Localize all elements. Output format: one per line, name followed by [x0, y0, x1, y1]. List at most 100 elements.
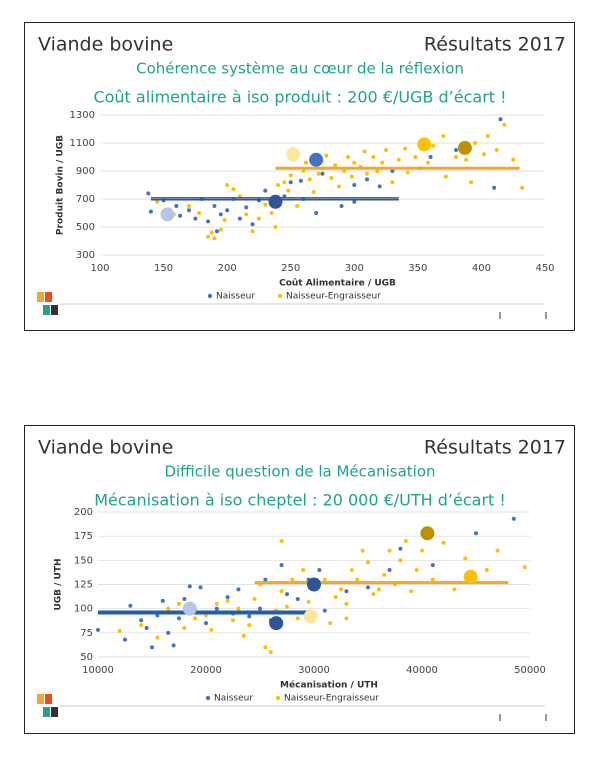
point: [469, 180, 474, 185]
point: [263, 645, 268, 650]
point: [244, 212, 249, 217]
point: [405, 170, 410, 175]
point: [307, 177, 312, 182]
point: [473, 141, 478, 145]
point: [320, 171, 325, 176]
point: [279, 539, 284, 543]
point: [295, 616, 300, 621]
point: [495, 548, 500, 553]
point: [236, 587, 241, 592]
header-right: Résultats 2017: [424, 34, 566, 56]
header-right: Résultats 2017: [424, 437, 566, 459]
point: [403, 539, 408, 543]
point: [285, 592, 289, 597]
point: [464, 157, 469, 162]
x-tick-label: 30000: [298, 665, 330, 676]
mean-point: [307, 577, 321, 592]
point: [247, 614, 252, 619]
point: [362, 149, 367, 154]
point: [314, 211, 319, 215]
point: [333, 595, 338, 600]
point: [443, 174, 448, 179]
point: [178, 213, 183, 218]
point: [365, 177, 369, 182]
point: [316, 171, 321, 176]
point: [485, 134, 490, 138]
point: [355, 577, 360, 582]
point: [214, 606, 219, 611]
mean-point: [463, 569, 478, 584]
x-tick-label: 40000: [406, 665, 438, 676]
point: [166, 606, 171, 611]
y-tick-label: 150: [74, 555, 93, 566]
point: [144, 626, 149, 630]
point: [396, 157, 401, 162]
point: [502, 122, 507, 127]
point: [295, 597, 300, 601]
point: [398, 546, 403, 551]
point: [155, 199, 160, 204]
y-tick-label: 700: [76, 194, 95, 205]
point: [250, 229, 255, 234]
point: [303, 160, 308, 165]
point: [311, 190, 316, 194]
point: [214, 229, 219, 234]
point: [387, 548, 392, 553]
point: [430, 563, 435, 568]
point: [344, 589, 349, 594]
point: [441, 134, 446, 138]
x-tick-label: 100: [90, 263, 109, 274]
point: [365, 171, 369, 176]
point: [209, 627, 214, 632]
point: [218, 212, 223, 217]
mean-point: [457, 140, 472, 155]
x-tick-label: 10000: [82, 665, 114, 676]
point: [256, 216, 261, 221]
point: [146, 191, 151, 196]
point: [247, 623, 252, 628]
x-tick-label: 20000: [190, 665, 222, 676]
point: [218, 227, 223, 232]
point: [286, 188, 291, 193]
point: [139, 623, 144, 628]
chart-subtitle: Mécanisation à iso cheptel : 20 000 €/UT…: [94, 491, 506, 510]
point: [182, 626, 187, 630]
point: [301, 568, 306, 572]
point: [339, 587, 343, 592]
y-tick-label: 200: [74, 507, 93, 518]
point: [474, 531, 478, 536]
point: [428, 155, 433, 159]
point: [520, 185, 525, 190]
x-tick-label: 150: [154, 263, 173, 274]
point: [375, 169, 380, 173]
point: [231, 618, 235, 623]
point: [166, 630, 171, 635]
point: [258, 606, 262, 611]
point: [322, 608, 327, 613]
point: [241, 633, 246, 638]
point: [285, 604, 289, 609]
point: [198, 585, 203, 590]
point: [222, 218, 227, 222]
x-tick-label: 50000: [514, 665, 546, 676]
point: [177, 601, 181, 606]
point: [371, 155, 376, 159]
point: [511, 516, 516, 521]
point: [193, 616, 198, 621]
point: [128, 603, 133, 608]
point: [384, 148, 389, 152]
slide-frames: [24, 22, 575, 734]
point: [204, 621, 208, 626]
point: [366, 560, 370, 565]
point: [380, 160, 385, 165]
legend-marker: [207, 293, 213, 299]
point: [349, 174, 354, 179]
point: [498, 117, 503, 122]
mean-point: [417, 137, 432, 152]
point: [160, 598, 165, 603]
chart: Viande bovine Résultats 2017 Cohérence sys…: [38, 34, 566, 302]
point: [377, 184, 382, 189]
point: [360, 548, 365, 553]
point: [344, 616, 349, 621]
